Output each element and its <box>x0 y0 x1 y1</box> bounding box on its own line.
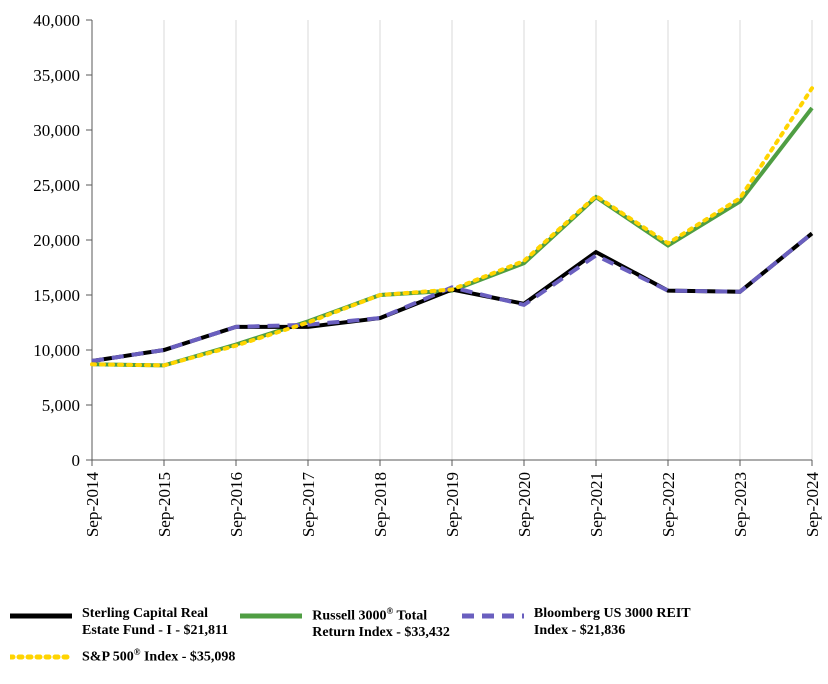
x-tick-label: Sep-2017 <box>299 472 318 538</box>
legend-label: Bloomberg US 3000 REITIndex - $21,836 <box>534 606 691 638</box>
x-tick-label: Sep-2020 <box>515 472 534 537</box>
x-tick-label: Sep-2018 <box>371 472 390 537</box>
x-tick-label: Sep-2021 <box>587 472 606 537</box>
chart-plot: 0 5,000 10,000 15,000 20,000 25,000 30,000 35,0… <box>0 0 828 684</box>
y-tick-label: 25,000 <box>33 176 80 195</box>
y-tick-label: 35,000 <box>33 66 80 85</box>
x-tick-label: Sep-2015 <box>155 472 174 537</box>
y-tick-label: 5,000 <box>42 396 80 415</box>
y-tick-label: 10,000 <box>33 341 80 360</box>
legend-label: S&P 500® Index - $35,098 <box>82 647 235 666</box>
x-tick-label: Sep-2019 <box>443 472 462 537</box>
y-tick-label: 30,000 <box>33 121 80 140</box>
legend-swatch <box>10 650 72 664</box>
legend-swatch <box>462 609 524 623</box>
chart-legend: Sterling Capital RealEstate Fund - I - $… <box>0 606 828 672</box>
y-tick-label: 0 <box>72 451 81 470</box>
legend-swatch <box>240 609 302 623</box>
x-tick-label: Sep-2016 <box>227 472 246 537</box>
x-tick-label: Sep-2014 <box>83 472 102 538</box>
legend-item-sterling: Sterling Capital RealEstate Fund - I - $… <box>10 606 228 638</box>
legend-item-bloomberg_reit: Bloomberg US 3000 REITIndex - $21,836 <box>462 606 691 638</box>
legend-item-russell3000: Russell 3000® TotalReturn Index - $33,43… <box>240 606 450 641</box>
legend-label: Russell 3000® TotalReturn Index - $33,43… <box>312 606 450 641</box>
legend-swatch <box>10 609 72 623</box>
x-tick-label: Sep-2024 <box>803 472 822 538</box>
legend-item-sp500: S&P 500® Index - $35,098 <box>10 647 235 666</box>
legend-label: Sterling Capital RealEstate Fund - I - $… <box>82 606 228 638</box>
y-tick-label: 40,000 <box>33 11 80 30</box>
x-tick-label: Sep-2022 <box>659 472 678 537</box>
y-tick-label: 15,000 <box>33 286 80 305</box>
x-tick-label: Sep-2023 <box>731 472 750 537</box>
y-tick-label: 20,000 <box>33 231 80 250</box>
growth-chart: 0 5,000 10,000 15,000 20,000 25,000 30,000 35,0… <box>0 0 828 684</box>
